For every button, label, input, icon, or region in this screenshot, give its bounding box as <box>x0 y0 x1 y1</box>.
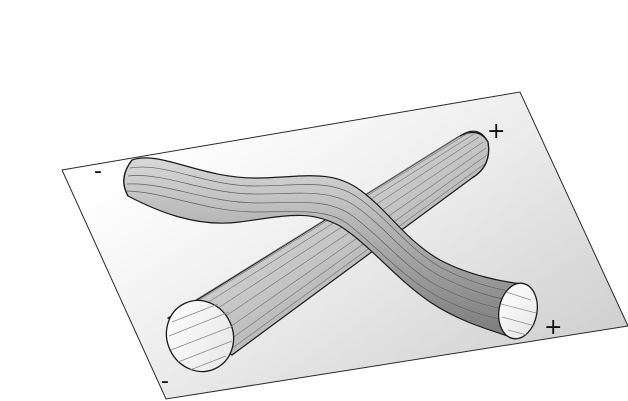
curved-tube-far-end-label: + <box>544 315 562 340</box>
straight-tube-far-end-label: + <box>487 119 505 144</box>
straight-tube-near-end-label: - <box>161 369 169 394</box>
curved-tube-far-cap <box>498 282 538 340</box>
curved-tube-facets <box>126 166 521 323</box>
curved-tube-body <box>123 157 523 339</box>
straight-tube <box>165 130 490 373</box>
straight-tube-cap-facets <box>168 303 234 371</box>
curved-tube-near-end-label: - <box>94 159 102 184</box>
straight-tube-far-cap <box>459 130 490 179</box>
curved-tube-cap-facets <box>500 291 537 336</box>
straight-tube-facets <box>175 132 488 353</box>
straight-tube-near-cap <box>165 299 235 373</box>
curved-tube-near-cap <box>123 159 133 197</box>
curved-tube <box>123 157 538 340</box>
